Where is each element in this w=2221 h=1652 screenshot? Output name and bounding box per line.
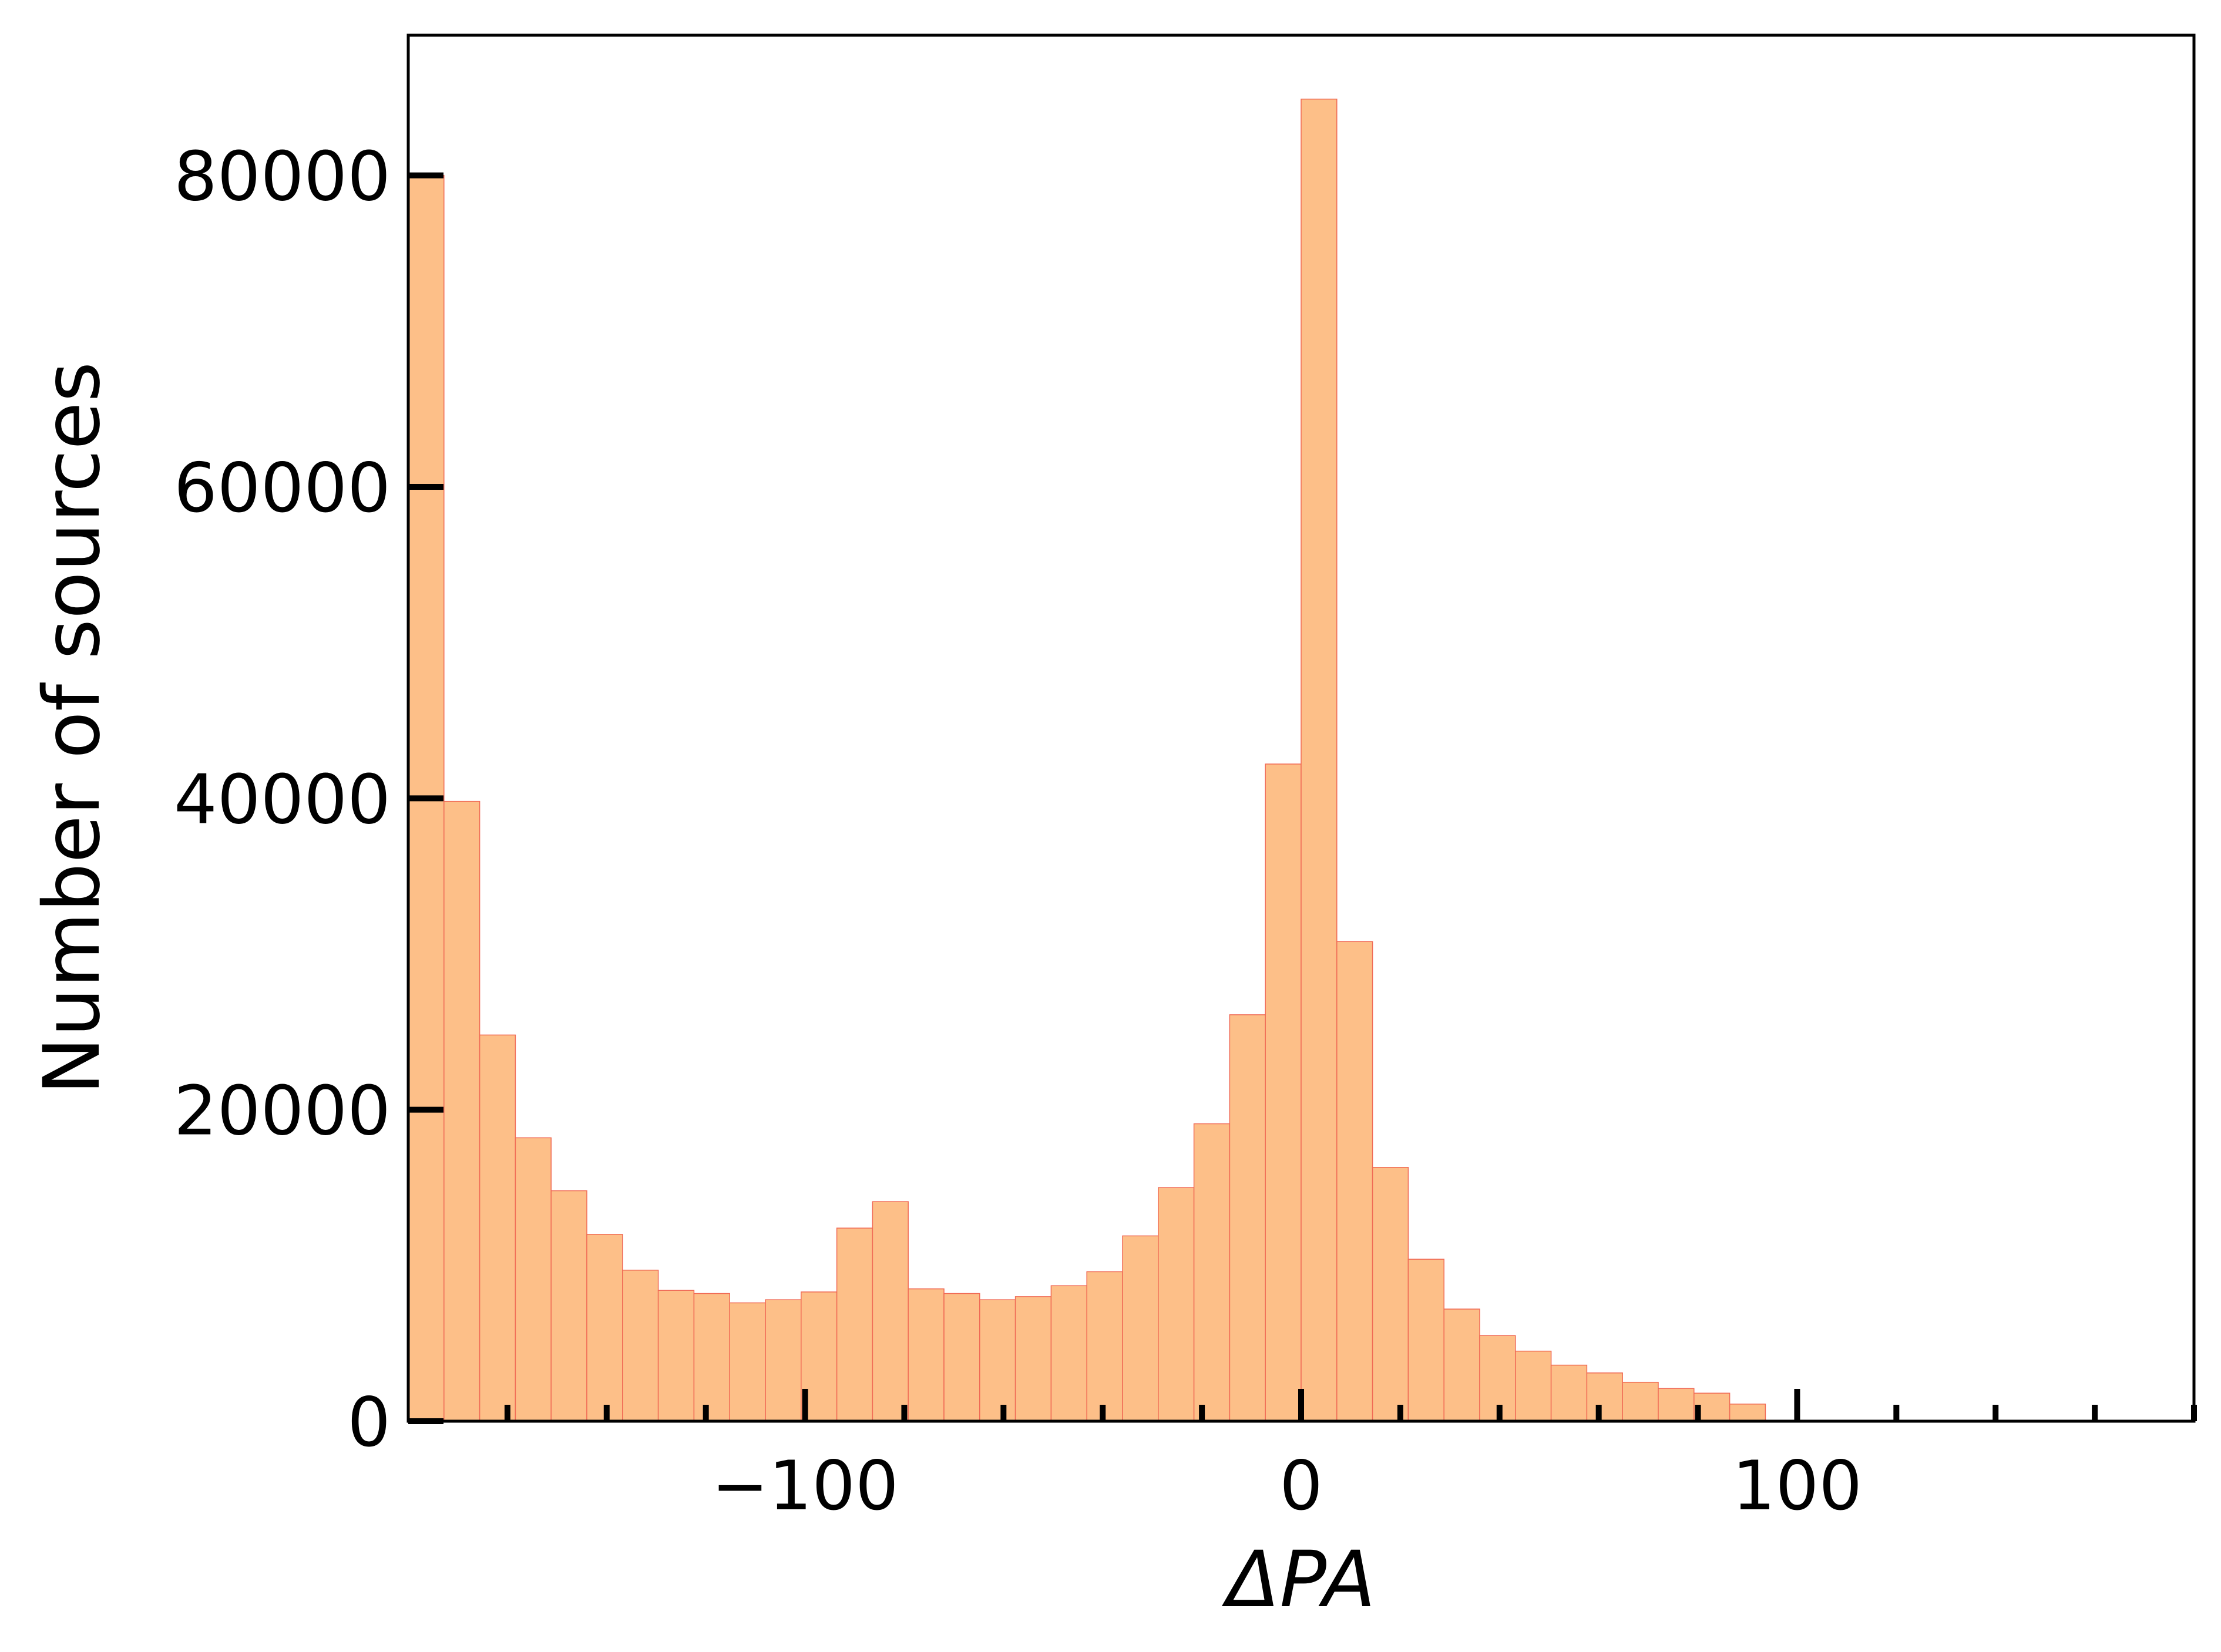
axis-ticks: −100 0 100 0 20000 40000 60000 80000 (174, 137, 2197, 1526)
histogram-bar (586, 1234, 623, 1422)
histogram-bar (1301, 98, 1338, 1422)
y-tick-label: 20000 (174, 1072, 391, 1151)
histogram-bar (1407, 1259, 1444, 1422)
histogram-bar (1265, 763, 1302, 1422)
histogram-bar (1443, 1308, 1480, 1422)
histogram-bar (550, 1190, 587, 1422)
histogram-bar (1336, 941, 1373, 1422)
histogram-bar (693, 1293, 730, 1422)
histogram-bar (657, 1290, 695, 1422)
y-tick-label: 0 (347, 1383, 391, 1462)
x-axis-label: ΔPA (1221, 1535, 1376, 1625)
histogram-bar (515, 1137, 552, 1422)
histogram-bar (908, 1288, 945, 1422)
histogram-bar (1479, 1335, 1516, 1422)
y-tick-label: 80000 (174, 137, 391, 217)
histogram-bar (1515, 1350, 1552, 1422)
histogram-bar (1372, 1167, 1409, 1422)
histogram-bar (872, 1201, 909, 1422)
histogram-bar (1658, 1388, 1695, 1422)
y-axis-label: Number of sources (27, 362, 117, 1095)
histogram-bar (1622, 1381, 1659, 1422)
histogram-bar (622, 1270, 659, 1422)
y-tick-label: 40000 (174, 760, 391, 839)
histogram-bar (1550, 1364, 1588, 1422)
histogram-bar (1193, 1123, 1231, 1422)
x-tick-label: −100 (711, 1446, 899, 1526)
histogram-bar (1050, 1285, 1087, 1422)
histogram-bar (1158, 1187, 1195, 1422)
histogram-bar (1122, 1235, 1159, 1422)
histogram-bars (408, 98, 1766, 1422)
y-tick-label: 60000 (174, 449, 391, 528)
histogram-bar (479, 1034, 516, 1422)
histogram-bar (1229, 1014, 1266, 1422)
histogram-bar (836, 1227, 873, 1422)
histogram-bar (979, 1299, 1016, 1422)
histogram-bar (943, 1293, 980, 1422)
histogram-bar (729, 1302, 766, 1422)
histogram-bar (1086, 1271, 1123, 1422)
x-tick-label: 100 (1732, 1446, 1862, 1526)
histogram-bar (443, 800, 481, 1422)
histogram-bar (1586, 1372, 1623, 1422)
histogram-bar (1729, 1404, 1766, 1422)
histogram-bar (765, 1299, 802, 1422)
histogram-bar (1014, 1296, 1052, 1422)
x-tick-label: 0 (1279, 1446, 1323, 1526)
